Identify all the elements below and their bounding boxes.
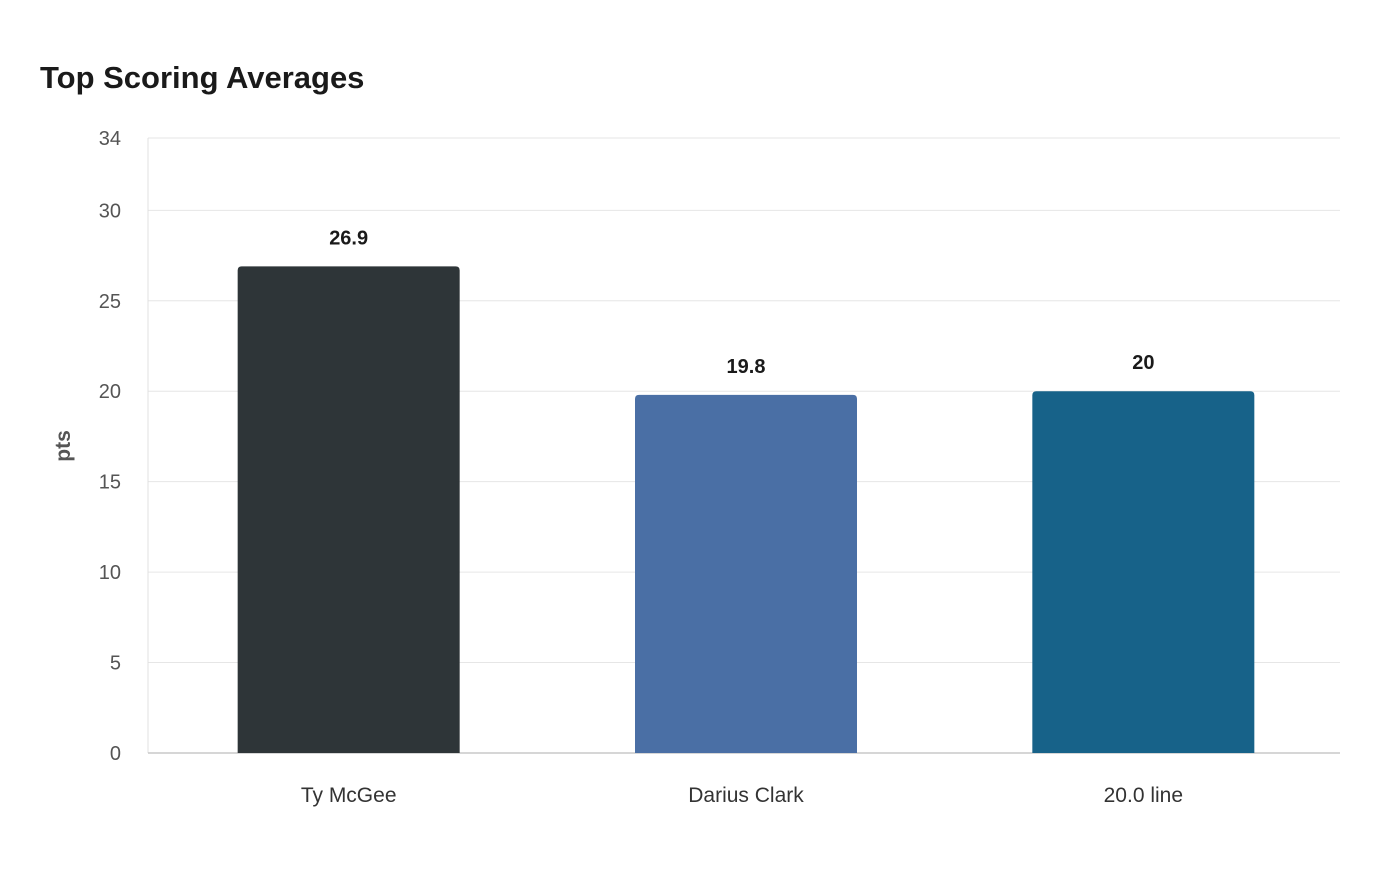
x-category-label: 20.0 line	[1104, 784, 1183, 807]
bar-value-label: 20	[1132, 352, 1154, 374]
bar-value-label: 26.9	[329, 227, 368, 249]
bars	[237, 266, 1255, 753]
y-tick-label: 30	[99, 200, 121, 222]
y-tick-label: 5	[110, 653, 121, 675]
chart-title: Top Scoring Averages	[40, 60, 365, 95]
y-tick-label: 20	[99, 381, 121, 403]
y-tick-label: 0	[110, 743, 121, 765]
y-axis-title: pts	[52, 430, 75, 462]
y-tick-label: 34	[99, 128, 121, 150]
x-category-label: Darius Clark	[688, 784, 804, 807]
y-tick-label: 15	[99, 472, 121, 494]
y-tick-label: 10	[99, 562, 121, 584]
labels: 0 5 10 15 20 25 30 34 pts 26.9 Ty McGee 19.8 Darius …	[52, 128, 1183, 807]
bar	[237, 266, 460, 753]
bar	[1032, 391, 1255, 753]
bar	[635, 394, 857, 753]
y-tick-label: 25	[99, 291, 121, 313]
bar-value-label: 19.8	[727, 356, 766, 378]
x-category-label: Ty McGee	[301, 784, 397, 807]
